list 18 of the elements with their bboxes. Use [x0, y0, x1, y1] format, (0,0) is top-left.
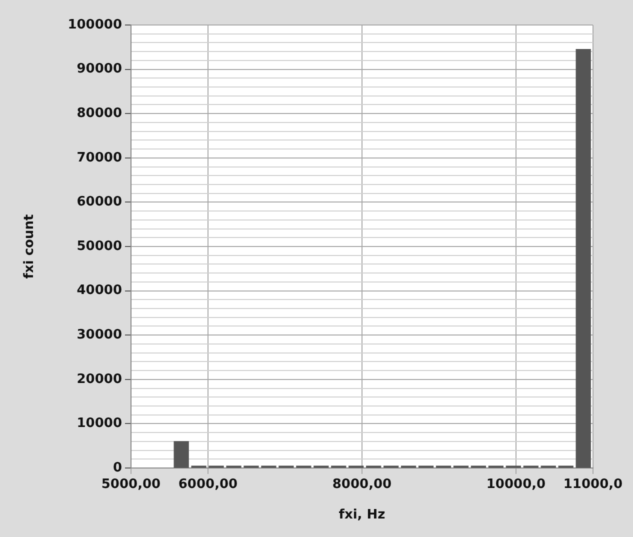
y-tick-label: 60000: [76, 194, 122, 210]
y-tick-label: 10000: [76, 416, 122, 432]
y-tick-label: 100000: [68, 17, 122, 32]
y-tick-label: 0: [112, 460, 122, 476]
x-tick-label: 10000,0: [486, 477, 546, 492]
x-tick-label: 11000,0: [563, 477, 623, 492]
x-tick-label: 5000,00: [101, 477, 161, 492]
y-axis-title: fxi count: [22, 214, 38, 279]
y-tick-label: 80000: [76, 106, 122, 121]
y-tick-label: 50000: [76, 238, 122, 254]
x-tick-label: 8000,00: [332, 477, 392, 492]
y-tick-label: 90000: [76, 62, 122, 77]
x-tick-label: 6000,00: [178, 477, 238, 492]
y-tick-label: 20000: [76, 372, 122, 387]
y-tick-label: 30000: [76, 327, 122, 342]
y-tick-label: 40000: [76, 283, 122, 298]
y-tick-label: 70000: [76, 150, 122, 166]
x-axis-title: fxi, Hz: [338, 508, 386, 523]
